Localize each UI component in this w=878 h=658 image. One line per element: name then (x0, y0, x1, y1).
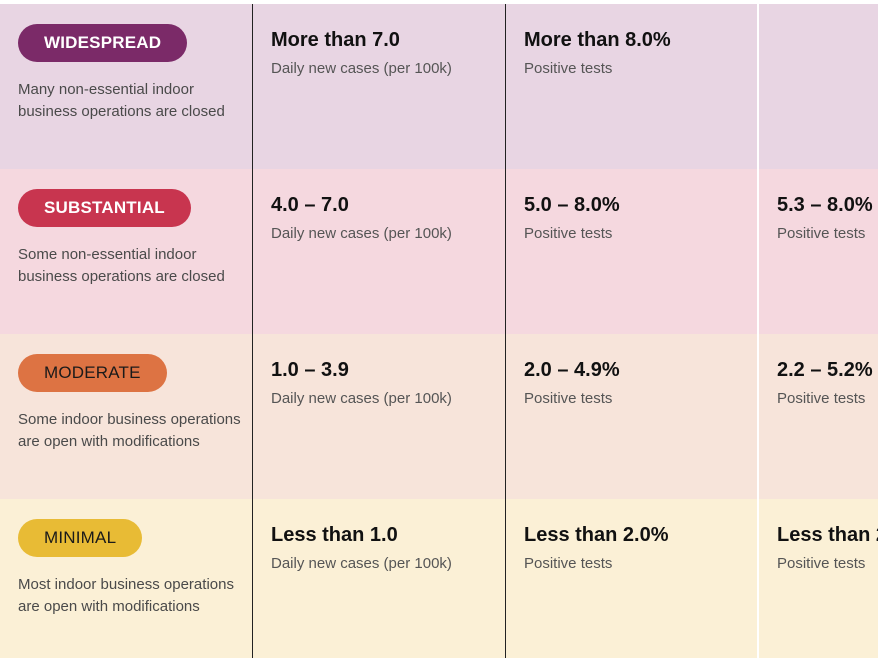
metric-cell-equity (759, 4, 878, 169)
metric-value: 1.0 – 3.9 (271, 359, 349, 381)
tier-description: Most indoor business operations are open… (18, 576, 234, 615)
tier-description: Some non-essential indoor business opera… (18, 246, 225, 285)
metric-label: Daily new cases (per 100k) (271, 555, 452, 572)
metric-label: Positive tests (524, 390, 613, 407)
tier-badge-moderate: MODERATE (18, 354, 167, 392)
metric-cell-positivity: 2.0 – 4.9% Positive tests (506, 334, 759, 499)
tier-badge-substantial: SUBSTANTIAL (18, 189, 191, 227)
metric-label: Daily new cases (per 100k) (271, 225, 452, 242)
metric-cell-positivity: More than 8.0% Positive tests (506, 4, 759, 169)
metric-value: 5.0 – 8.0% (524, 194, 620, 216)
top-strip (0, 0, 878, 4)
metric-value: More than 8.0% (524, 29, 671, 51)
metric-value: Less than 1.0 (271, 524, 398, 546)
metric-value: 2.2 – 5.2% (777, 359, 873, 381)
metric-value: 4.0 – 7.0 (271, 194, 349, 216)
metric-label: Positive tests (777, 390, 866, 407)
tier-minimal-cell: MINIMAL Most indoor business operations … (0, 499, 253, 658)
metric-value: More than 7.0 (271, 29, 400, 51)
tier-moderate-cell: MODERATE Some indoor business operations… (0, 334, 253, 499)
metric-cell-equity: Less than 2 Positive tests (759, 499, 878, 658)
tier-badge-minimal: MINIMAL (18, 519, 143, 557)
metric-cell-positivity: 5.0 – 8.0% Positive tests (506, 169, 759, 334)
metric-label: Daily new cases (per 100k) (271, 60, 452, 77)
metric-cell-positivity: Less than 2.0% Positive tests (506, 499, 759, 658)
metric-value: 5.3 – 8.0% (777, 194, 873, 216)
tier-badge-widespread: WIDESPREAD (18, 24, 188, 62)
metric-cell-cases: 1.0 – 3.9 Daily new cases (per 100k) (253, 334, 506, 499)
metric-label: Positive tests (777, 555, 866, 572)
metric-label: Positive tests (524, 555, 613, 572)
metric-label: Positive tests (524, 60, 613, 77)
metric-cell-cases: 4.0 – 7.0 Daily new cases (per 100k) (253, 169, 506, 334)
tier-substantial-cell: SUBSTANTIAL Some non-essential indoor bu… (0, 169, 253, 334)
tier-description: Some indoor business operations are open… (18, 411, 241, 450)
metric-value: Less than 2.0% (524, 524, 669, 546)
metric-label: Positive tests (777, 225, 866, 242)
metric-value: 2.0 – 4.9% (524, 359, 620, 381)
metric-value: Less than 2 (777, 524, 878, 546)
tier-description: Many non-essential indoor business opera… (18, 81, 225, 120)
metric-label: Positive tests (524, 225, 613, 242)
metric-cell-cases: Less than 1.0 Daily new cases (per 100k) (253, 499, 506, 658)
metric-cell-cases: More than 7.0 Daily new cases (per 100k) (253, 4, 506, 169)
metric-cell-equity: 5.3 – 8.0% Positive tests (759, 169, 878, 334)
tier-widespread-cell: WIDESPREAD Many non-essential indoor bus… (0, 4, 253, 169)
metric-cell-equity: 2.2 – 5.2% Positive tests (759, 334, 878, 499)
metric-label: Daily new cases (per 100k) (271, 390, 452, 407)
